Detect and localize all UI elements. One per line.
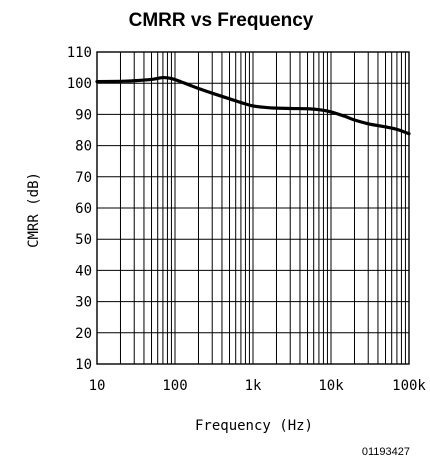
y-tick-label: 60	[75, 201, 92, 217]
y-tick-label: 40	[75, 263, 92, 279]
plot-frame	[96, 51, 410, 365]
y-tick-label: 50	[75, 232, 92, 248]
y-tick-label: 80	[75, 139, 92, 155]
series-layer	[95, 75, 411, 136]
x-tick-label: 10	[89, 378, 106, 394]
x-axis-label: Frequency (Hz)	[195, 418, 313, 434]
y-axis-label: CMRR (dB)	[26, 172, 42, 248]
y-tick-label: 100	[67, 76, 92, 92]
y-tick-label: 10	[75, 357, 92, 373]
y-tick-label: 110	[67, 45, 92, 61]
x-tick-label: 1k	[245, 378, 262, 394]
figure-code: 01193427	[362, 446, 410, 458]
x-tick-label: 100	[162, 378, 187, 394]
x-tick-label: 100k	[392, 378, 426, 394]
x-tick-label: 10k	[318, 378, 344, 394]
y-tick-label: 30	[75, 295, 92, 311]
tick-labels: 10 100 1k 10k 100k 10 20 30 40 50 60 70 80 90 100 110	[67, 45, 427, 394]
y-tick-label: 20	[75, 326, 92, 342]
cmrr-series-line	[95, 75, 411, 136]
chart-title: CMRR vs Frequency	[129, 10, 314, 31]
y-tick-label: 90	[75, 107, 92, 123]
grid	[96, 51, 410, 365]
y-tick-label: 70	[75, 170, 92, 186]
